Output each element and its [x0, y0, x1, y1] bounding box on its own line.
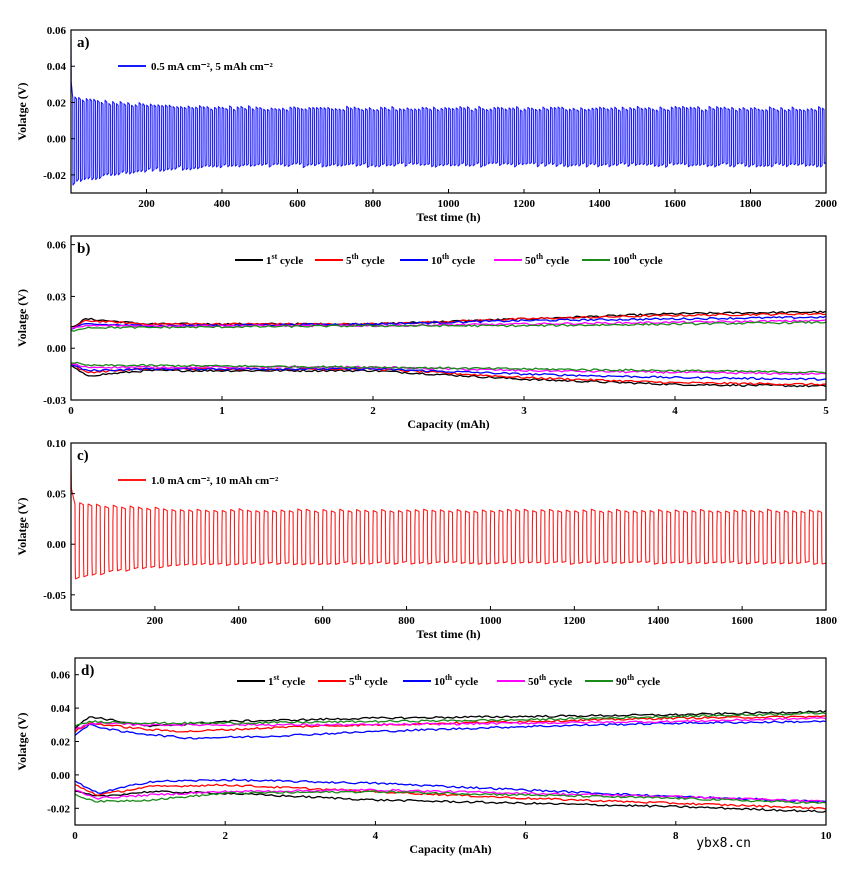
x-tick-label-a-4: 1000	[438, 198, 461, 210]
panel-b: 0 1 2 3 4 5 -0.03 0.00 0.03 0.06 Capacity (mAh) Vol…	[15, 235, 829, 431]
plot-area-b	[71, 310, 826, 388]
y-tick-label-a-1: 0.00	[47, 134, 67, 146]
y-tick-label-d-1: 0.00	[51, 770, 71, 782]
panel-c: 200 400 600 800 1000 1200 1400 1600 1800 -0.05 0.0…	[15, 438, 838, 641]
x-tick-label-c-6: 1400	[647, 615, 670, 627]
legend-label-d-4: 90th cycle	[616, 673, 660, 688]
x-tick-label-d-4: 8	[673, 830, 679, 842]
series-line-d-1	[75, 715, 826, 810]
y-tick-label-c-2: 0.05	[47, 489, 67, 501]
series-line-b-4	[71, 320, 826, 374]
x-tick-label-a-0: 200	[138, 198, 155, 210]
y-tick-label-d-3: 0.04	[51, 703, 71, 715]
x-tick-label-c-1: 400	[231, 615, 248, 627]
panel-label-a: a)	[77, 35, 90, 51]
legend-label-b-1: 5th cycle	[346, 252, 385, 267]
y-tick-label-c-1: 0.00	[47, 539, 67, 551]
series-line-d-2	[75, 720, 826, 803]
x-axis-label-c: Test time (h)	[416, 627, 480, 641]
y-axis-label-c: Volatge (V)	[15, 498, 29, 556]
legend-label-b-4: 100th cycle	[613, 252, 663, 267]
y-tick-label-a-2: 0.02	[47, 97, 67, 109]
panel-label-d: d)	[81, 663, 94, 679]
axes-frame-b	[70, 235, 827, 401]
y-tick-label-a-3: 0.04	[47, 61, 67, 73]
legend-label-a: 0.5 mA cm⁻², 5 mAh cm⁻²	[151, 61, 273, 73]
panel-a: 200 400 600 800 1000 1200 1400 1600 1800 2000 -0.0…	[15, 25, 838, 224]
y-axis-label-b: Volatge (V)	[15, 289, 29, 347]
x-axis-label-a: Test time (h)	[416, 210, 480, 224]
y-tick-label-c-0: -0.05	[43, 590, 66, 602]
y-tick-label-d-4: 0.06	[51, 670, 71, 682]
plot-area-a	[71, 39, 826, 186]
y-tick-label-b-3: 0.06	[47, 240, 67, 252]
y-tick-label-d-2: 0.02	[51, 737, 71, 749]
x-tick-label-c-4: 1000	[479, 615, 502, 627]
plot-area-c	[71, 458, 826, 580]
x-tick-label-c-5: 1200	[563, 615, 586, 627]
plot-area-d	[75, 709, 826, 813]
y-tick-label-c-3: 0.10	[47, 438, 67, 450]
y-tick-label-a-0: -0.02	[43, 170, 66, 182]
x-tick-label-a-6: 1400	[589, 198, 612, 210]
legend-label-d-2: 10th cycle	[434, 673, 478, 688]
watermark: ybx8.cn	[696, 836, 751, 851]
x-tick-label-c-8: 1800	[815, 615, 838, 627]
y-axis-label-a: Volatge (V)	[15, 83, 29, 141]
x-tick-label-a-3: 800	[365, 198, 382, 210]
axes-frame-c	[70, 442, 827, 611]
x-tick-label-c-0: 200	[147, 615, 164, 627]
x-tick-label-b-1: 1	[219, 405, 225, 417]
x-tick-label-a-5: 1200	[513, 198, 536, 210]
x-tick-label-b-4: 4	[672, 405, 678, 417]
legend-label-b-2: 10th cycle	[431, 252, 475, 267]
legend-label-d-1: 5th cycle	[349, 673, 388, 688]
y-tick-label-a-4: 0.06	[47, 25, 67, 37]
panel-d: 0 2 4 6 8 10 -0.02 0.00 0.02 0.04 0.06 Capacity (mA…	[15, 657, 833, 856]
x-tick-label-b-5: 5	[823, 405, 829, 417]
series-line-b-3	[71, 319, 826, 376]
y-tick-label-b-1: 0.00	[47, 343, 67, 355]
x-tick-label-b-0: 0	[68, 405, 74, 417]
series-line-c-0	[71, 458, 826, 580]
panel-label-b: b)	[77, 241, 90, 257]
x-tick-label-b-2: 2	[370, 405, 376, 417]
y-axis-label-d: Volatge (V)	[15, 713, 29, 771]
x-tick-label-d-2: 4	[373, 830, 379, 842]
legend-label-c: 1.0 mA cm⁻², 10 mAh cm⁻²	[151, 475, 279, 487]
y-tick-label-b-2: 0.03	[47, 291, 67, 303]
x-tick-label-b-3: 3	[521, 405, 527, 417]
x-tick-label-a-1: 400	[214, 198, 231, 210]
x-tick-label-c-3: 800	[398, 615, 415, 627]
panel-label-c: c)	[77, 448, 89, 464]
y-tick-label-d-0: -0.02	[47, 803, 70, 815]
axes-frame-d	[74, 657, 827, 826]
series-line-d-4	[75, 711, 826, 804]
x-tick-label-d-0: 0	[72, 830, 78, 842]
y-tick-label-b-0: -0.03	[43, 395, 66, 407]
legend-label-d-3: 50th cycle	[528, 673, 572, 688]
x-axis-label-d: Capacity (mAh)	[409, 842, 491, 856]
x-tick-label-d-3: 6	[523, 830, 529, 842]
x-tick-label-a-2: 600	[289, 198, 306, 210]
x-tick-label-c-2: 600	[314, 615, 331, 627]
series-line-d-3	[75, 716, 826, 804]
x-axis-label-b: Capacity (mAh)	[407, 417, 489, 431]
series-line-a-0	[71, 39, 826, 186]
legend-label-d-0: 1st cycle	[268, 673, 305, 688]
x-tick-label-d-1: 2	[222, 830, 228, 842]
legend-label-b-3: 50th cycle	[525, 252, 569, 267]
x-tick-label-d-5: 10	[821, 830, 833, 842]
x-tick-label-a-8: 1800	[740, 198, 763, 210]
legend-label-b-0: 1st cycle	[266, 252, 303, 267]
x-tick-label-c-7: 1600	[731, 615, 754, 627]
x-tick-label-a-9: 2000	[815, 198, 838, 210]
x-tick-label-a-7: 1600	[664, 198, 687, 210]
